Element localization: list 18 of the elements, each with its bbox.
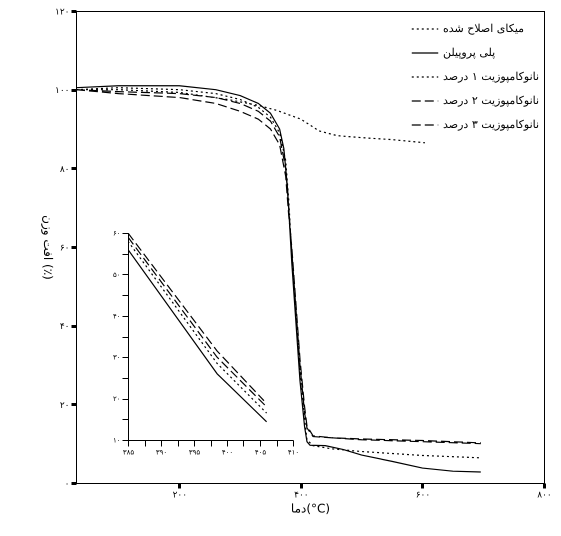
x-tick-label: ۶۰۰ [416,490,430,500]
y-tick-label: ۲۰ [60,400,70,411]
legend-label: پلی پروپیلن [443,46,496,59]
y-tick-label: ۴۰ [60,322,70,332]
x-tick-label: ۴۰۰ [294,490,309,500]
x-tick-label: ۲۰۰ [172,490,188,500]
x-tick-label: ۸۰۰ [537,490,552,500]
y-tick-label: ۱۲۰ [54,8,70,18]
y-tick-label: ۶۰ [60,244,70,254]
y-tick-label: ۰ [64,480,70,490]
y-tick-label: ۱۰۰ [54,86,70,96]
y-tick-label: ۸۰ [60,164,70,175]
legend-label: نانوکامپوزیت ۳ درصد [443,118,540,131]
x-axis-title: دما(°C) [290,502,330,516]
legend-label: نانوکامپوزیت ۱ درصد [443,70,540,83]
legend-label: میکای اصلاح شده [443,22,524,35]
y-axis-title: افت وزن (٪) [41,215,55,280]
legend-label: نانوکامپوزیت ۲ درصد [443,94,540,107]
